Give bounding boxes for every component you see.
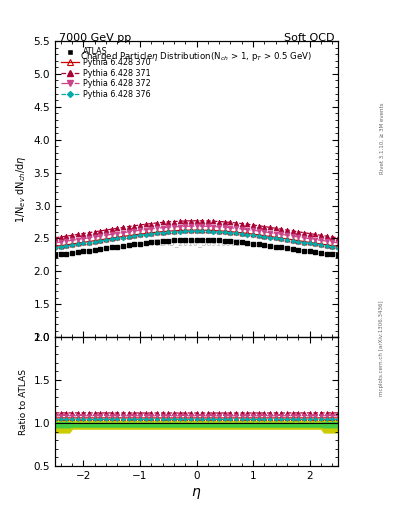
Y-axis label: Ratio to ATLAS: Ratio to ATLAS	[19, 369, 28, 435]
Legend: ATLAS, Pythia 6.428 370, Pythia 6.428 371, Pythia 6.428 372, Pythia 6.428 376: ATLAS, Pythia 6.428 370, Pythia 6.428 37…	[59, 45, 153, 101]
Text: Soft QCD: Soft QCD	[284, 33, 334, 44]
Text: Charged Particle$\eta$ Distribution(N$_{ch}$ > 1, p$_T$ > 0.5 GeV): Charged Particle$\eta$ Distribution(N$_{…	[81, 50, 312, 63]
Text: ATLAS_2010_S8918562: ATLAS_2010_S8918562	[151, 238, 242, 247]
Y-axis label: 1/N$_{ev}$ dN$_{ch}$/d$\eta$: 1/N$_{ev}$ dN$_{ch}$/d$\eta$	[14, 155, 28, 223]
Text: Rivet 3.1.10, ≥ 3M events: Rivet 3.1.10, ≥ 3M events	[380, 102, 384, 174]
X-axis label: $\eta$: $\eta$	[191, 486, 202, 501]
Text: mcplots.cern.ch [arXiv:1306.3436]: mcplots.cern.ch [arXiv:1306.3436]	[380, 301, 384, 396]
Text: 7000 GeV pp: 7000 GeV pp	[59, 33, 131, 44]
